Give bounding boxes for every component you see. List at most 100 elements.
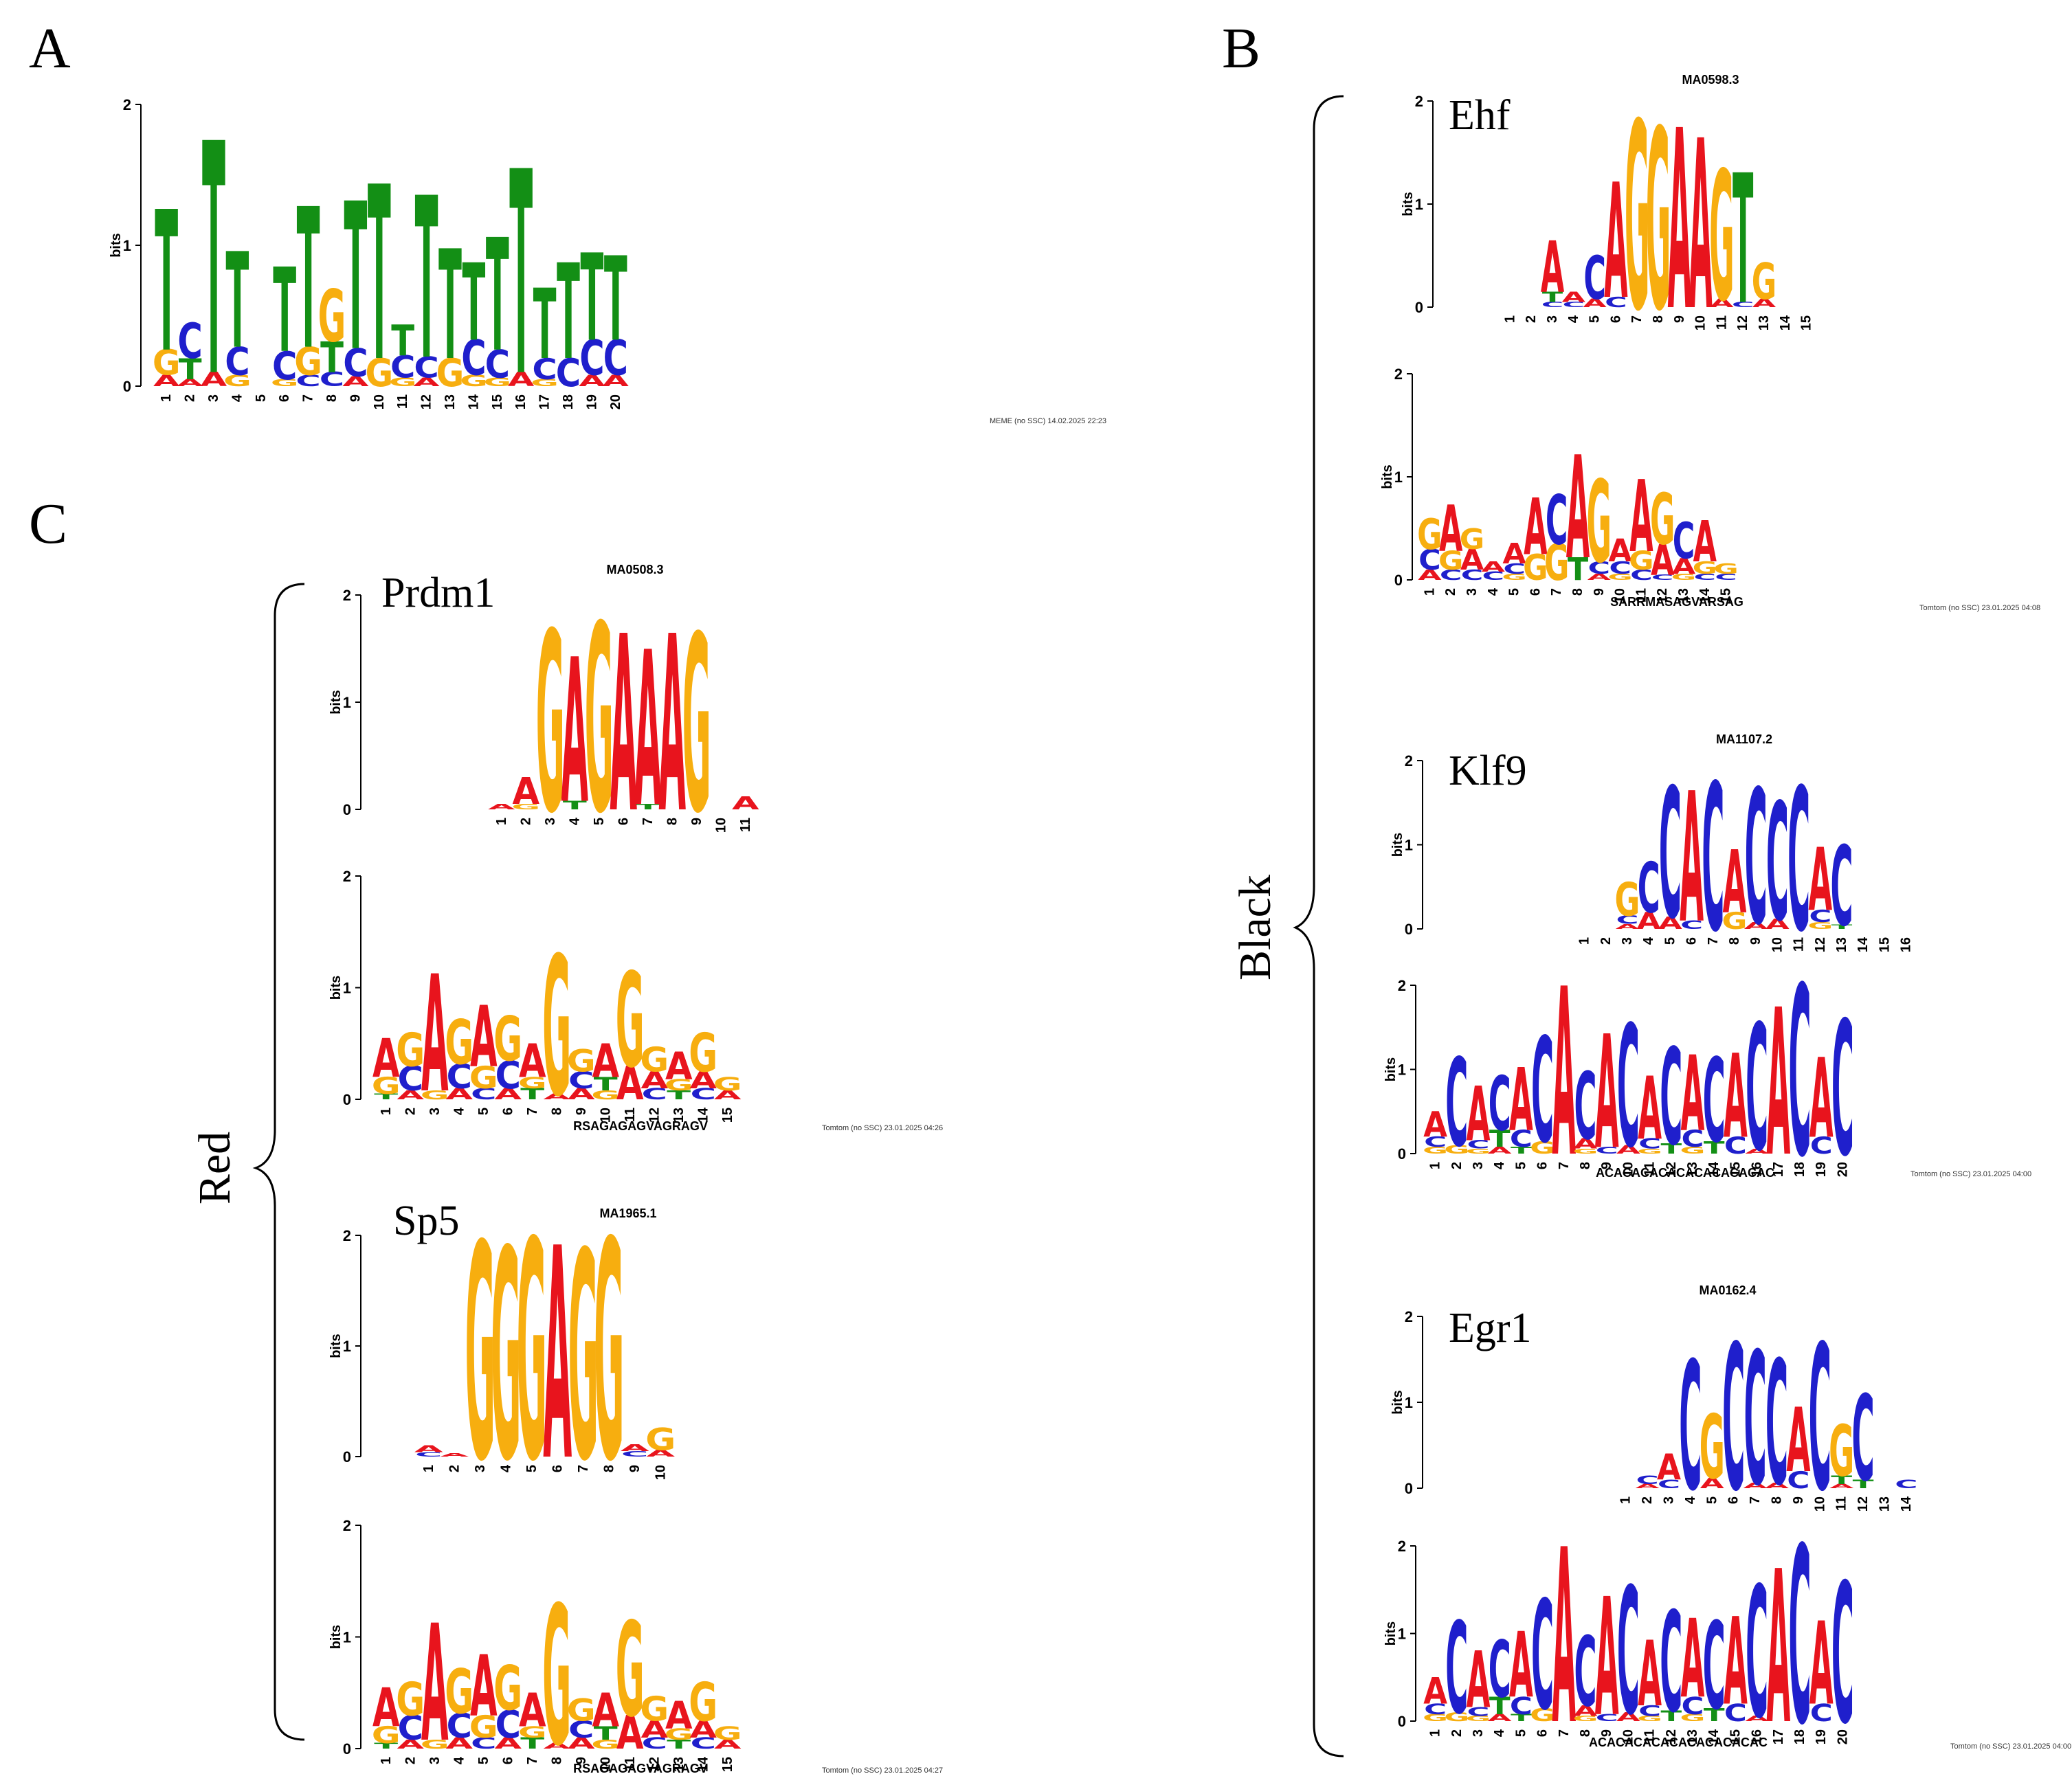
logo-letter-G: G [665,1077,693,1094]
position-label: 8 [601,1465,616,1472]
tf-name-ehf: Ehf [1449,92,1511,139]
position-label: 12 [1813,937,1828,952]
y-tick-label: 2 [1398,1538,1406,1555]
logo-letter-A: A [153,372,180,390]
position-label: 1 [1422,588,1437,596]
logo-letter-A: A [1541,227,1564,308]
position-label: 13 [443,394,458,409]
position-label: 10 [1770,937,1785,952]
position-label: 8 [1570,588,1585,596]
logo-letter-C: C [1489,1061,1511,1148]
y-tick-label: 0 [1398,1145,1406,1163]
logo-letter-C: C [1445,1034,1468,1174]
logo-letter-G: G [1423,1145,1448,1156]
logo-letter-A: A [1524,483,1548,574]
logo-letter-G: G [445,1008,474,1079]
logo-letter-C: C [690,1735,716,1753]
logo-letter-C: C [390,350,415,385]
logo-letter-A: A [1616,1143,1641,1156]
position-label: 10 [1620,1162,1636,1177]
logo-letter-G: G [518,1074,547,1092]
logo-letter-C: C [1660,1584,1682,1744]
logo-letter-A: A [372,1676,400,1739]
position-label: 6 [1726,1496,1741,1504]
y-tick-label: 2 [343,1227,351,1244]
logo-letter-A: A [610,585,637,867]
black-group-label: Black [1230,875,1280,980]
logo-letter-C: C [1673,514,1695,571]
logo-letter-C: C [1638,1703,1661,1719]
y-tick-label: 0 [1405,921,1413,938]
position-label: 7 [1549,588,1564,596]
position-label: 3 [473,1465,488,1472]
logo-letter-A: A [342,374,368,390]
footer-klf9-query: Tomtom (no SSC) 23.01.2025 04:00 [1911,1170,2031,1178]
position-label: 15 [720,1757,735,1772]
logo-letter-C: C [1651,573,1674,581]
position-label: 5 [1704,1496,1719,1504]
logo-letter-A: A [1766,966,1790,1201]
position-label: 10 [1613,588,1628,603]
position-label: 8 [1651,315,1666,323]
position-label: 3 [1464,588,1480,596]
logo-letter-A: A [616,1707,644,1760]
tf-name-prdm1: Prdm1 [381,570,495,616]
y-axis-label: bits [1390,833,1405,857]
logo-letter-G: G [689,1022,717,1084]
y-tick-label: 1 [1398,1626,1406,1643]
position-label: 5 [1588,315,1603,323]
position-label: 11 [623,1757,638,1771]
position-label: 2 [1443,588,1458,596]
logo-letter-C: C [1831,1544,1854,1767]
logo-letter-T: T [533,268,557,381]
position-label: 1 [159,394,174,402]
position-label: 14 [466,394,481,409]
logo-letter-A: A [561,617,588,848]
position-label: 13 [671,1108,687,1123]
logo-letter-T: T [604,234,627,368]
position-label: 8 [549,1108,564,1115]
logo-letter-A: A [640,1717,668,1744]
logo-letter-G: G [1523,548,1548,589]
logo-letter-G: G [469,1060,498,1096]
logo-letter-G: G [1629,546,1653,576]
tf-name-klf9: Klf9 [1449,748,1527,794]
logo-letter-G: G [616,1594,645,1746]
logo-letter-G: G [1573,1147,1598,1156]
position-label: 14 [695,1107,711,1123]
logo-letter-A: A [1439,493,1462,567]
logo-letter-G: G [465,1184,495,1527]
logo-letter-A: A [421,941,449,1128]
logo-letter-A: A [1566,427,1590,592]
logo-letter-A: A [592,1035,619,1088]
y-tick-label: 1 [1405,837,1413,854]
y-axis-label: bits [328,1625,344,1650]
logo-letter-G: G [1709,134,1734,341]
footer-meme: MEME (no SSC) 14.02.2025 22:23 [990,417,1106,425]
logo-letter-G: G [1438,546,1463,576]
logo-letter-G: G [223,372,252,390]
y-axis-label: bits [328,976,344,1000]
logo-letter-C: C [1531,1007,1554,1176]
logo-letter-A: A [1636,1483,1660,1490]
logo-letter-C: C [177,314,202,370]
logo-letter-C: C [471,1735,497,1753]
position-label: 8 [1578,1729,1593,1737]
logo-letter-C: C [568,1068,594,1094]
logo-letter-A: A [1765,1482,1790,1490]
position-label: 1 [379,1108,394,1115]
logo-letter-A: A [470,989,498,1086]
position-label: 3 [1545,315,1560,323]
position-label: 11 [1634,588,1649,603]
logo-letter-C: C [1810,1700,1833,1727]
logo-letter-A: A [177,377,203,389]
position-label: 9 [689,818,704,825]
logo-letter-A: A [714,1738,742,1752]
logo-letter-C: C [1563,300,1585,308]
logo-letter-C: C [1715,572,1737,582]
logo-letter-T: T [155,170,178,395]
logo-letter-A: A [1604,151,1627,335]
position-label: 11 [738,818,753,832]
position-label: 6 [500,1757,515,1764]
logo-letter-A: A [519,1685,546,1738]
